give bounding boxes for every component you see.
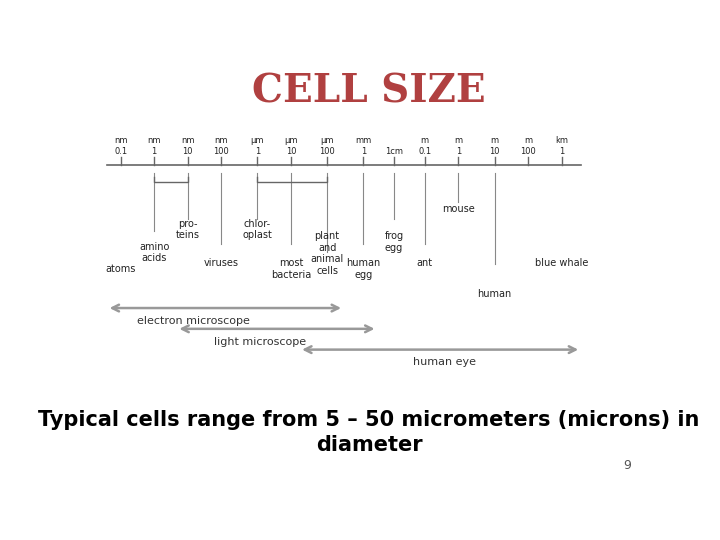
Text: CELL SIZE: CELL SIZE [252,73,486,111]
Text: Typical cells range from 5 – 50 micrometers (microns) in: Typical cells range from 5 – 50 micromet… [38,410,700,430]
Text: human
egg: human egg [346,258,381,280]
Text: 10: 10 [182,147,193,156]
Text: 100: 100 [213,147,229,156]
Text: 1cm: 1cm [385,147,403,156]
Text: nm: nm [148,136,161,145]
Text: μm: μm [320,136,334,145]
Text: 1: 1 [255,147,260,156]
Text: nm: nm [181,136,194,145]
Text: 1: 1 [151,147,157,156]
Text: μm: μm [251,136,264,145]
Text: 1: 1 [456,147,461,156]
Text: m: m [420,136,429,145]
Text: mouse: mouse [442,204,474,214]
Text: 0.1: 0.1 [418,147,431,156]
Text: km: km [555,136,568,145]
Text: nm: nm [215,136,228,145]
Text: μm: μm [284,136,297,145]
Text: human: human [477,289,512,299]
Text: most
bacteria: most bacteria [271,258,311,280]
Text: 1: 1 [559,147,564,156]
Text: m: m [490,136,499,145]
Text: frog
egg: frog egg [384,231,404,253]
Text: 9: 9 [624,460,631,472]
Text: 1: 1 [361,147,366,156]
Text: 100: 100 [520,147,536,156]
Text: 100: 100 [319,147,335,156]
Text: diameter: diameter [315,435,423,455]
Text: plant
and
animal
cells: plant and animal cells [310,231,343,276]
Text: atoms: atoms [106,265,136,274]
Text: blue whale: blue whale [535,258,588,268]
Text: pro-
teins: pro- teins [176,219,199,240]
Text: mm: mm [355,136,372,145]
Text: light microscope: light microscope [214,337,306,347]
Text: amino
acids: amino acids [139,241,169,263]
Text: 10: 10 [286,147,296,156]
Text: ant: ant [417,258,433,268]
Text: m: m [524,136,532,145]
Text: electron microscope: electron microscope [137,316,250,326]
Text: 0.1: 0.1 [114,147,127,156]
Text: chlor-
oplast: chlor- oplast [243,219,272,240]
Text: m: m [454,136,462,145]
Text: viruses: viruses [204,258,238,268]
Text: nm: nm [114,136,127,145]
Text: 10: 10 [490,147,500,156]
Text: human eye: human eye [413,357,476,367]
